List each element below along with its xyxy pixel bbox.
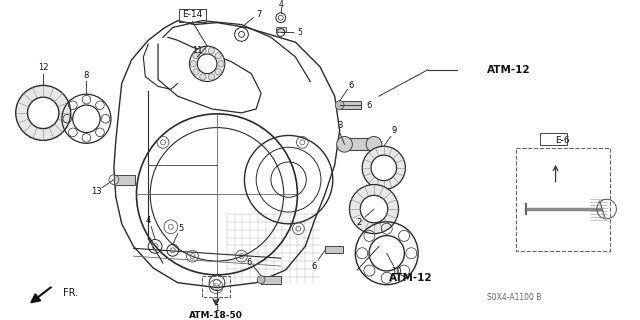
- Bar: [202, 276, 230, 297]
- Circle shape: [190, 61, 196, 67]
- Bar: [261, 276, 281, 284]
- Circle shape: [16, 85, 70, 140]
- Circle shape: [215, 69, 221, 75]
- Circle shape: [362, 146, 405, 189]
- Circle shape: [215, 52, 221, 59]
- Circle shape: [218, 61, 224, 67]
- Bar: [540, 132, 567, 145]
- Circle shape: [28, 97, 59, 129]
- Text: 10: 10: [391, 268, 402, 276]
- Circle shape: [200, 48, 206, 54]
- Bar: [114, 175, 136, 185]
- Circle shape: [360, 195, 388, 223]
- Text: ATM-12: ATM-12: [388, 273, 433, 283]
- Text: 5: 5: [178, 224, 183, 233]
- Circle shape: [349, 185, 399, 234]
- Text: 4: 4: [146, 216, 151, 225]
- Text: 5: 5: [298, 28, 302, 37]
- Bar: [179, 9, 206, 22]
- Text: E-6: E-6: [556, 136, 570, 145]
- Circle shape: [337, 136, 353, 152]
- Circle shape: [366, 136, 382, 152]
- Text: ATM-12: ATM-12: [487, 65, 531, 75]
- Text: 4: 4: [278, 0, 283, 9]
- Text: 6: 6: [246, 258, 252, 267]
- Text: ATM-18-50: ATM-18-50: [189, 311, 243, 320]
- Text: 8: 8: [84, 71, 89, 80]
- Text: E-14: E-14: [182, 10, 202, 19]
- Text: 1: 1: [214, 304, 220, 313]
- Bar: [516, 148, 609, 251]
- Text: 6: 6: [366, 100, 371, 109]
- Circle shape: [197, 54, 217, 74]
- Bar: [276, 27, 285, 32]
- Circle shape: [193, 69, 199, 75]
- Text: 3: 3: [337, 121, 342, 130]
- Text: 2: 2: [356, 218, 362, 227]
- Circle shape: [335, 100, 344, 109]
- Bar: [344, 139, 374, 150]
- Text: S0X4-A1100 B: S0X4-A1100 B: [487, 293, 541, 302]
- Bar: [325, 246, 342, 253]
- Text: 6: 6: [349, 81, 354, 90]
- Circle shape: [193, 52, 199, 59]
- Text: 6: 6: [312, 261, 317, 270]
- Text: 13: 13: [91, 187, 102, 196]
- Text: 9: 9: [392, 126, 397, 135]
- Text: FR.: FR.: [63, 287, 78, 298]
- Circle shape: [257, 276, 265, 284]
- Text: 12: 12: [38, 63, 49, 72]
- Text: 11: 11: [192, 45, 203, 55]
- Circle shape: [208, 74, 214, 80]
- Bar: [340, 101, 361, 109]
- Circle shape: [200, 74, 206, 80]
- Circle shape: [371, 155, 397, 180]
- Circle shape: [208, 48, 214, 54]
- Text: 7: 7: [257, 10, 262, 19]
- Circle shape: [189, 46, 225, 82]
